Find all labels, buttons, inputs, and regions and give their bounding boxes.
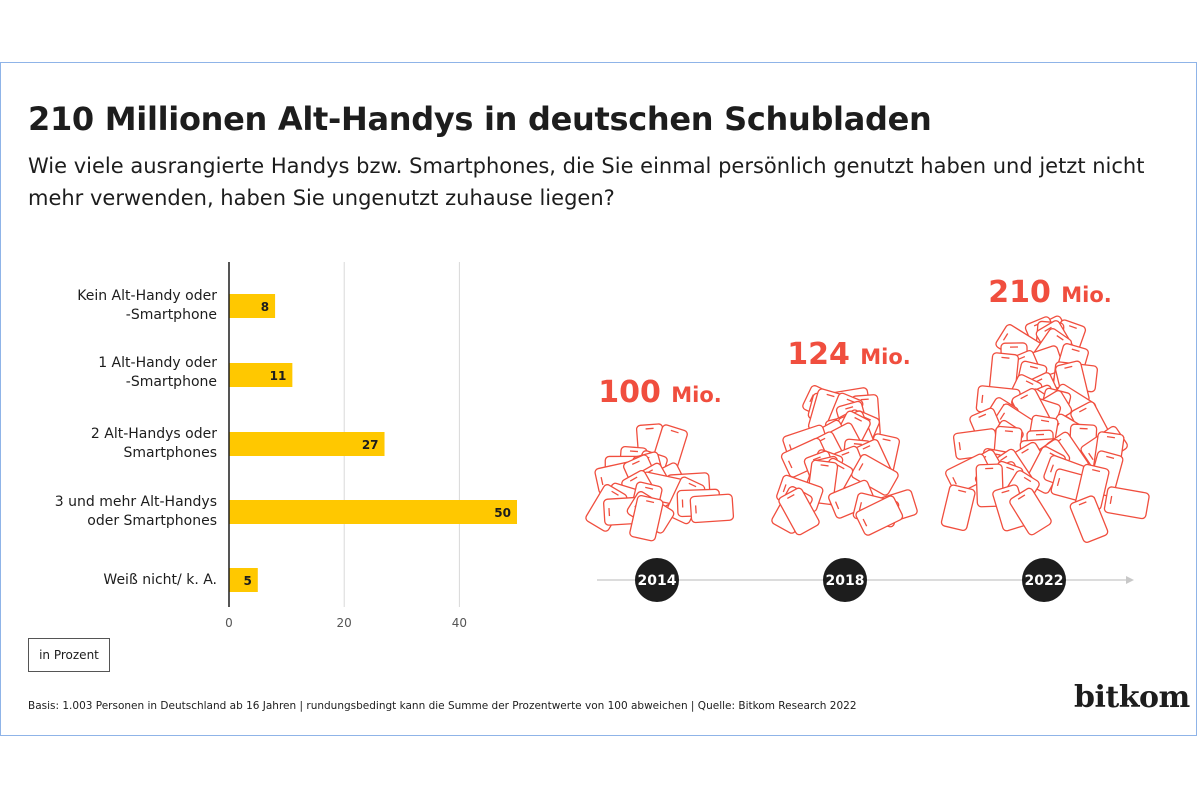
category-label: 3 und mehr Alt-Handys oder Smartphones: [54, 494, 217, 529]
phone-icon: [689, 493, 735, 524]
bar: [229, 363, 293, 387]
x-tick-label: 40: [452, 616, 467, 630]
year-badge: [1022, 558, 1066, 602]
phone-pile: [940, 315, 1150, 543]
x-tick-label: 20: [337, 616, 352, 630]
phone-icon: [629, 494, 664, 542]
year-badge: [823, 558, 867, 602]
value-label: 210 Mio.: [988, 275, 1112, 310]
phone-icon: [778, 487, 820, 536]
chart-title: 210 Millionen Alt-Handys in deutschen Sc…: [28, 100, 932, 138]
data-label: 27: [362, 438, 379, 452]
bar: [229, 500, 517, 524]
bar: [229, 294, 276, 318]
data-label: 5: [243, 574, 251, 588]
year-label: 2014: [638, 573, 677, 589]
phone-icon: [940, 484, 976, 532]
phone-pile: [771, 385, 918, 536]
timeline-arrow: [1126, 576, 1134, 584]
phone-icon: [1103, 486, 1150, 520]
year-label: 2022: [1025, 573, 1064, 589]
data-label: 11: [270, 369, 287, 383]
bar: [229, 568, 258, 592]
bitkom-logo: bitkom: [1074, 680, 1190, 715]
phone-pile: [585, 423, 735, 542]
data-label: 50: [494, 506, 511, 520]
phone-icon: [855, 495, 904, 536]
year-label: 2018: [826, 573, 865, 589]
phone-icon: [1009, 487, 1052, 536]
category-label: 2 Alt-Handys oder Smartphones: [90, 426, 217, 461]
category-label: 1 Alt-Handy oder -Smartphone: [98, 355, 217, 390]
x-tick-label: 0: [225, 616, 233, 630]
category-label: Kein Alt-Handy oder -Smartphone: [77, 288, 217, 323]
bar: [229, 432, 385, 456]
unit-label: in Prozent: [28, 638, 110, 672]
year-badge: [635, 558, 679, 602]
footnote: Basis: 1.003 Personen in Deutschland ab …: [28, 700, 857, 712]
value-label: 100 Mio.: [598, 375, 722, 410]
chart-subtitle: Wie viele ausrangierte Handys bzw. Smart…: [28, 154, 1145, 210]
data-label: 8: [261, 300, 269, 314]
phone-icon: [1069, 495, 1109, 543]
category-label: Weiß nicht/ k. A.: [103, 572, 217, 588]
value-label: 124 Mio.: [787, 337, 911, 372]
